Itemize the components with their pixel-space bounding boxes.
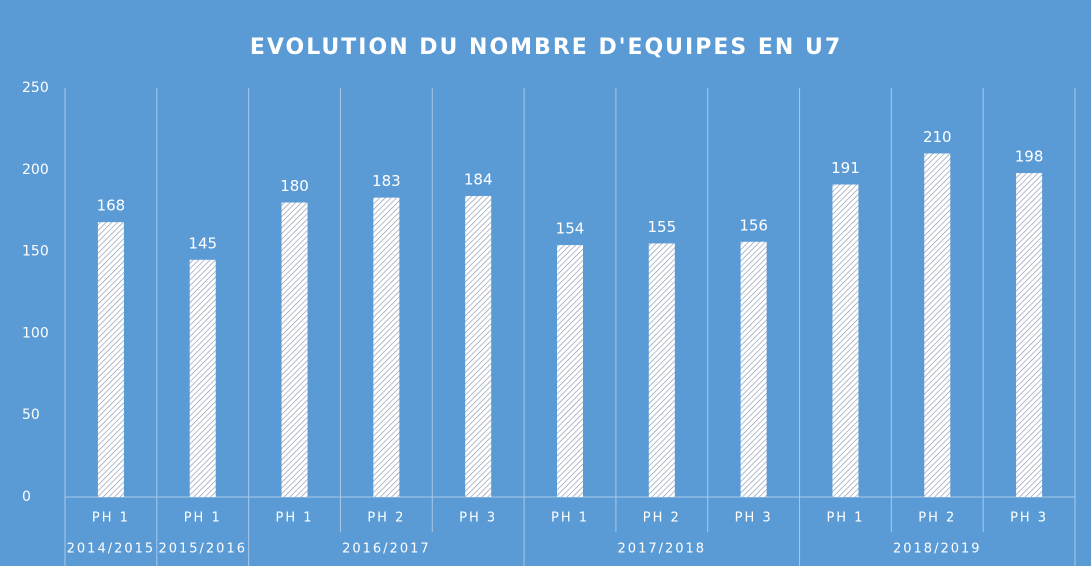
bar bbox=[924, 153, 951, 497]
x-tick-label: PH 1 bbox=[92, 511, 130, 526]
x-tick-label: PH 2 bbox=[643, 511, 681, 526]
y-tick-label: 100 bbox=[22, 325, 49, 341]
value-label: 183 bbox=[372, 172, 401, 190]
x-tick-label: PH 1 bbox=[276, 511, 314, 526]
bar bbox=[557, 245, 583, 497]
value-label: 191 bbox=[831, 159, 860, 177]
bar bbox=[740, 241, 767, 497]
bar bbox=[281, 202, 308, 497]
group-label: 2017/2018 bbox=[618, 542, 707, 557]
value-label: 155 bbox=[647, 218, 676, 236]
bar bbox=[832, 184, 859, 498]
group-label: 2015/2016 bbox=[158, 542, 247, 557]
y-tick-label: 0 bbox=[22, 489, 31, 505]
y-tick-label: 200 bbox=[22, 162, 49, 178]
y-tick-label: 150 bbox=[22, 244, 49, 260]
group-label: 2016/2017 bbox=[342, 542, 431, 557]
group-label: 2014/2015 bbox=[67, 542, 156, 557]
x-tick-label: PH 1 bbox=[826, 511, 864, 526]
x-tick-label: PH 3 bbox=[735, 511, 773, 526]
value-label: 168 bbox=[97, 197, 126, 215]
x-tick-label: PH 3 bbox=[459, 511, 497, 526]
value-label: 198 bbox=[1015, 148, 1044, 166]
bar bbox=[648, 243, 675, 497]
value-label: 210 bbox=[923, 128, 952, 146]
y-tick-label: 50 bbox=[22, 407, 40, 423]
x-tick-label: PH 1 bbox=[551, 511, 589, 526]
value-label: 145 bbox=[188, 234, 217, 252]
x-tick-label: PH 3 bbox=[1010, 511, 1048, 526]
x-tick-label: PH 1 bbox=[184, 511, 222, 526]
bar bbox=[97, 222, 124, 498]
chart-title: EVOLUTION DU NOMBRE D'EQUIPES EN U7 bbox=[250, 35, 842, 60]
value-label: 154 bbox=[556, 220, 585, 238]
value-label: 156 bbox=[739, 216, 768, 234]
bar bbox=[465, 195, 492, 497]
value-label: 180 bbox=[280, 177, 309, 195]
value-label: 184 bbox=[464, 170, 493, 188]
bar bbox=[189, 259, 216, 497]
x-tick-label: PH 2 bbox=[918, 511, 956, 526]
bar bbox=[1016, 173, 1043, 497]
x-tick-label: PH 2 bbox=[367, 511, 405, 526]
group-label: 2018/2019 bbox=[893, 542, 982, 557]
y-tick-label: 250 bbox=[22, 80, 49, 96]
bar bbox=[373, 197, 400, 497]
